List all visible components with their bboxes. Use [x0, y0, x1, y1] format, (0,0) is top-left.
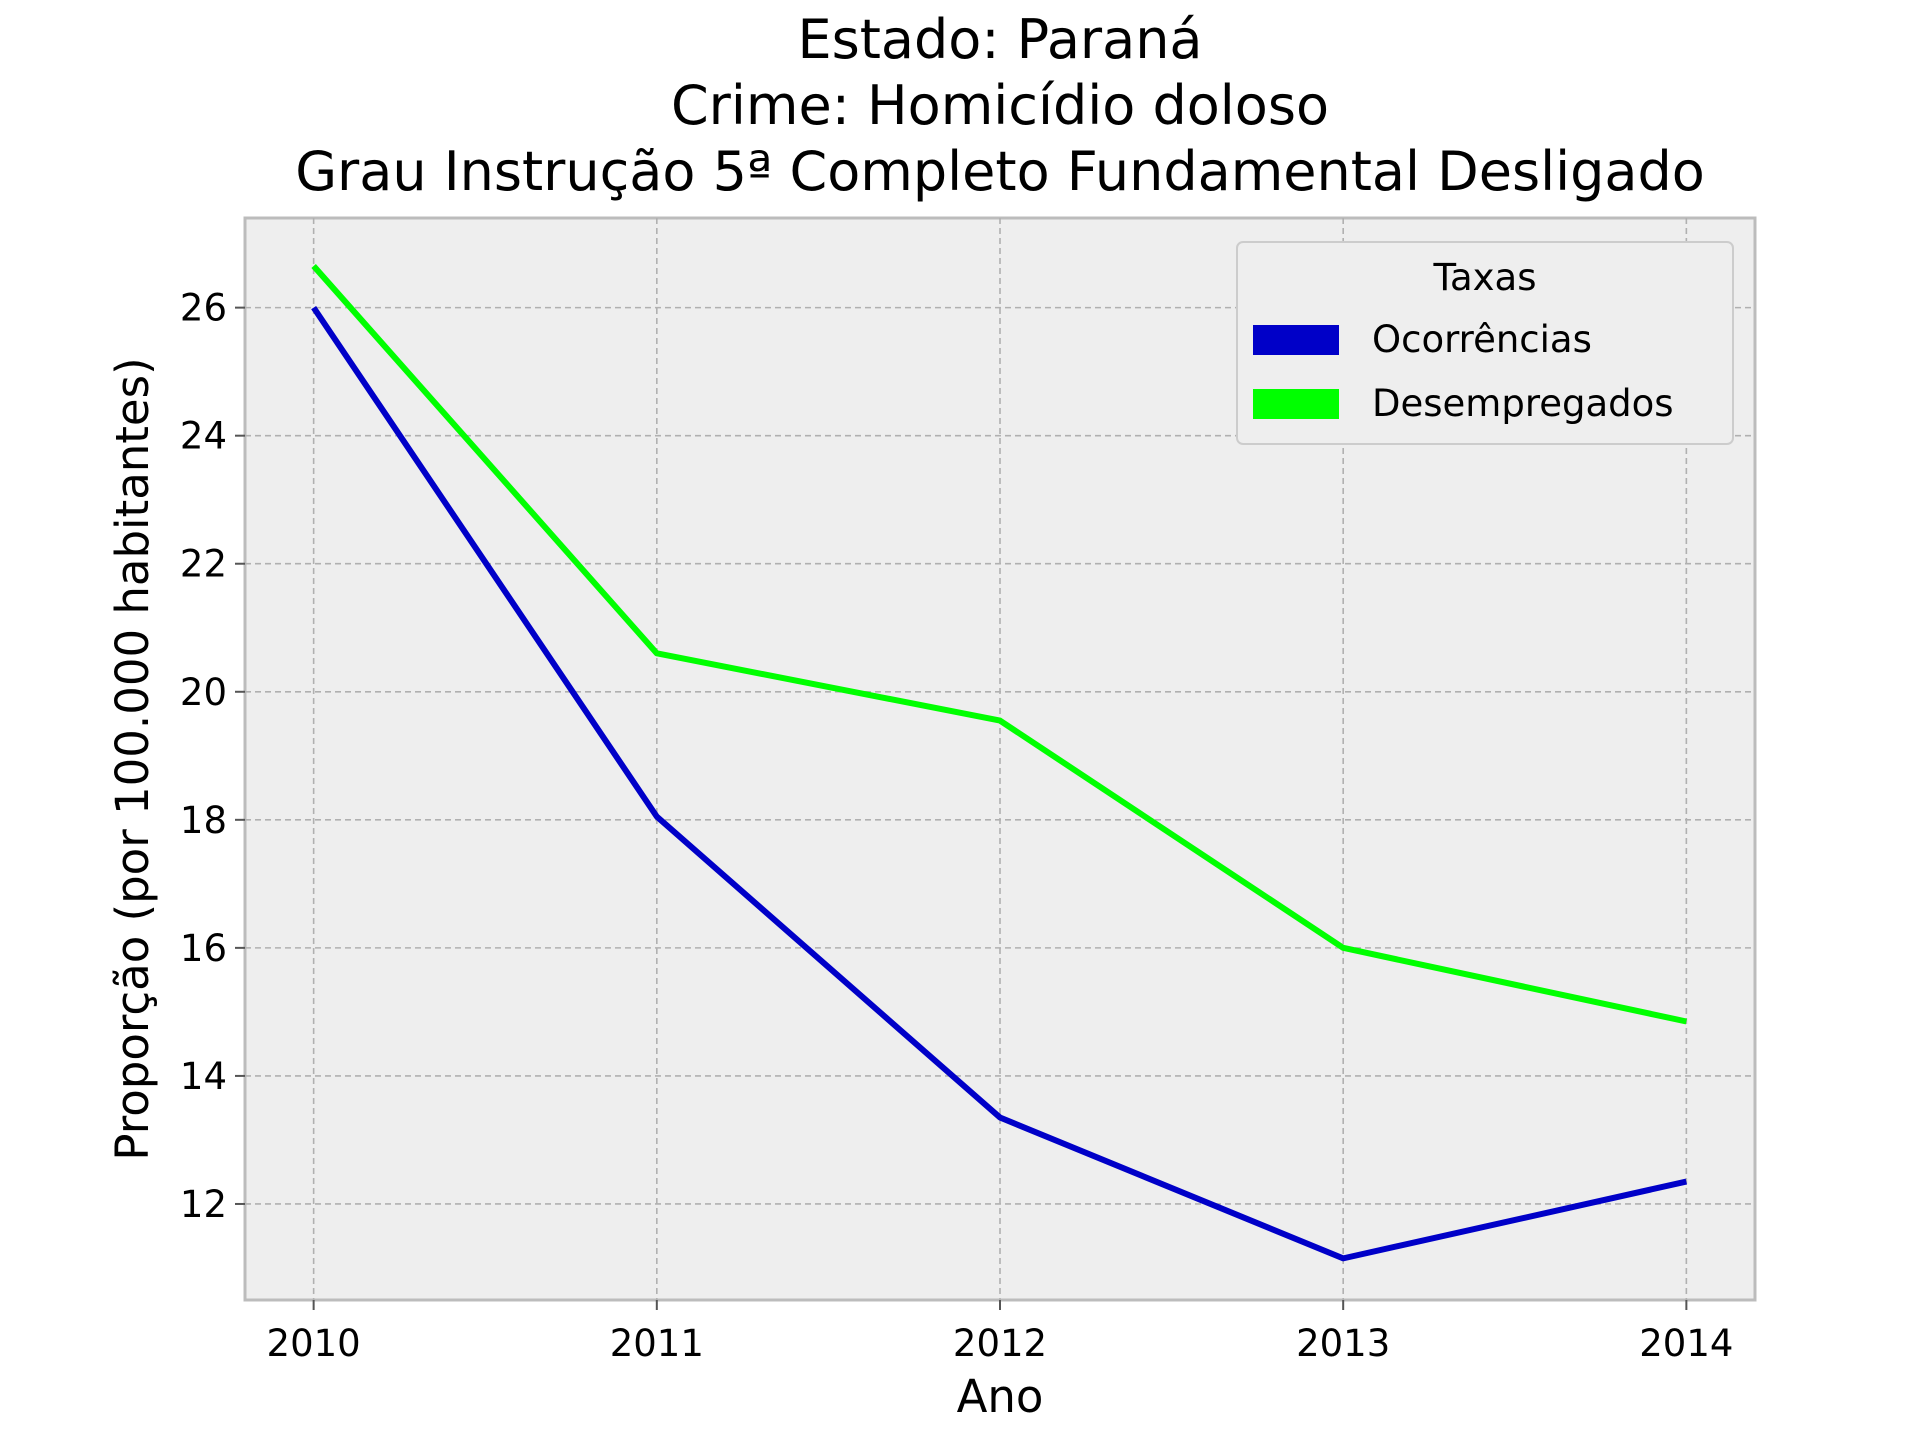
x-tick-label: 2013 [1296, 1322, 1390, 1365]
legend-title: Taxas [1433, 256, 1537, 299]
data-point-desempregados [1340, 945, 1346, 951]
data-point-desempregados [997, 718, 1003, 724]
x-axis-label: Ano [957, 1370, 1044, 1423]
chart-title: Estado: Paraná Crime: Homicídio doloso G… [295, 8, 1705, 203]
y-tick-label: 20 [180, 671, 227, 714]
data-point-desempregados [1683, 1018, 1689, 1024]
data-point-ocorrencias [1340, 1255, 1346, 1261]
x-tick-label: 2010 [267, 1322, 361, 1365]
legend-box [1236, 241, 1734, 445]
chart-title-line-1: Estado: Paraná [797, 8, 1202, 71]
data-point-ocorrencias [997, 1115, 1003, 1121]
series-line-desempregados [311, 264, 1687, 1025]
chart-title-line-3: Grau Instrução 5ª Completo Fundamental D… [295, 140, 1705, 203]
legend-swatch-desempregados [1253, 389, 1339, 419]
grid-lines [245, 218, 1755, 1300]
y-axis-label: Proporção (por 100.000 habitantes) [106, 357, 159, 1160]
axis-ticks: 2010 2011 2012 2013 2014 12 14 16 18 20 22 24 26 [180, 287, 1734, 1365]
legend: Taxas Ocorrências Desempregados [1236, 241, 1734, 445]
legend-label-ocorrencias: Ocorrências [1372, 318, 1592, 361]
legend-swatch-ocorrencias [1253, 325, 1339, 355]
y-tick-label: 24 [180, 415, 227, 458]
y-tick-label: 14 [180, 1055, 227, 1098]
x-tick-label: 2012 [953, 1322, 1047, 1365]
x-tick-label: 2011 [610, 1322, 704, 1365]
y-tick-label: 18 [180, 799, 227, 842]
series-line-ocorrencias [311, 305, 1688, 1262]
x-tick-label: 2014 [1639, 1322, 1733, 1365]
y-tick-label: 22 [180, 543, 227, 586]
data-point-ocorrencias [1683, 1179, 1689, 1185]
series-lines [311, 263, 1689, 1262]
chart-title-line-2: Crime: Homicídio doloso [671, 74, 1329, 137]
y-tick-label: 26 [180, 287, 227, 330]
data-point-ocorrencias [654, 814, 660, 820]
y-tick-label: 12 [180, 1183, 227, 1226]
data-point-desempregados [311, 263, 317, 269]
y-tick-label: 16 [180, 927, 227, 970]
legend-label-desempregados: Desempregados [1372, 382, 1674, 425]
data-point-desempregados [654, 650, 660, 656]
data-point-ocorrencias [311, 305, 317, 311]
